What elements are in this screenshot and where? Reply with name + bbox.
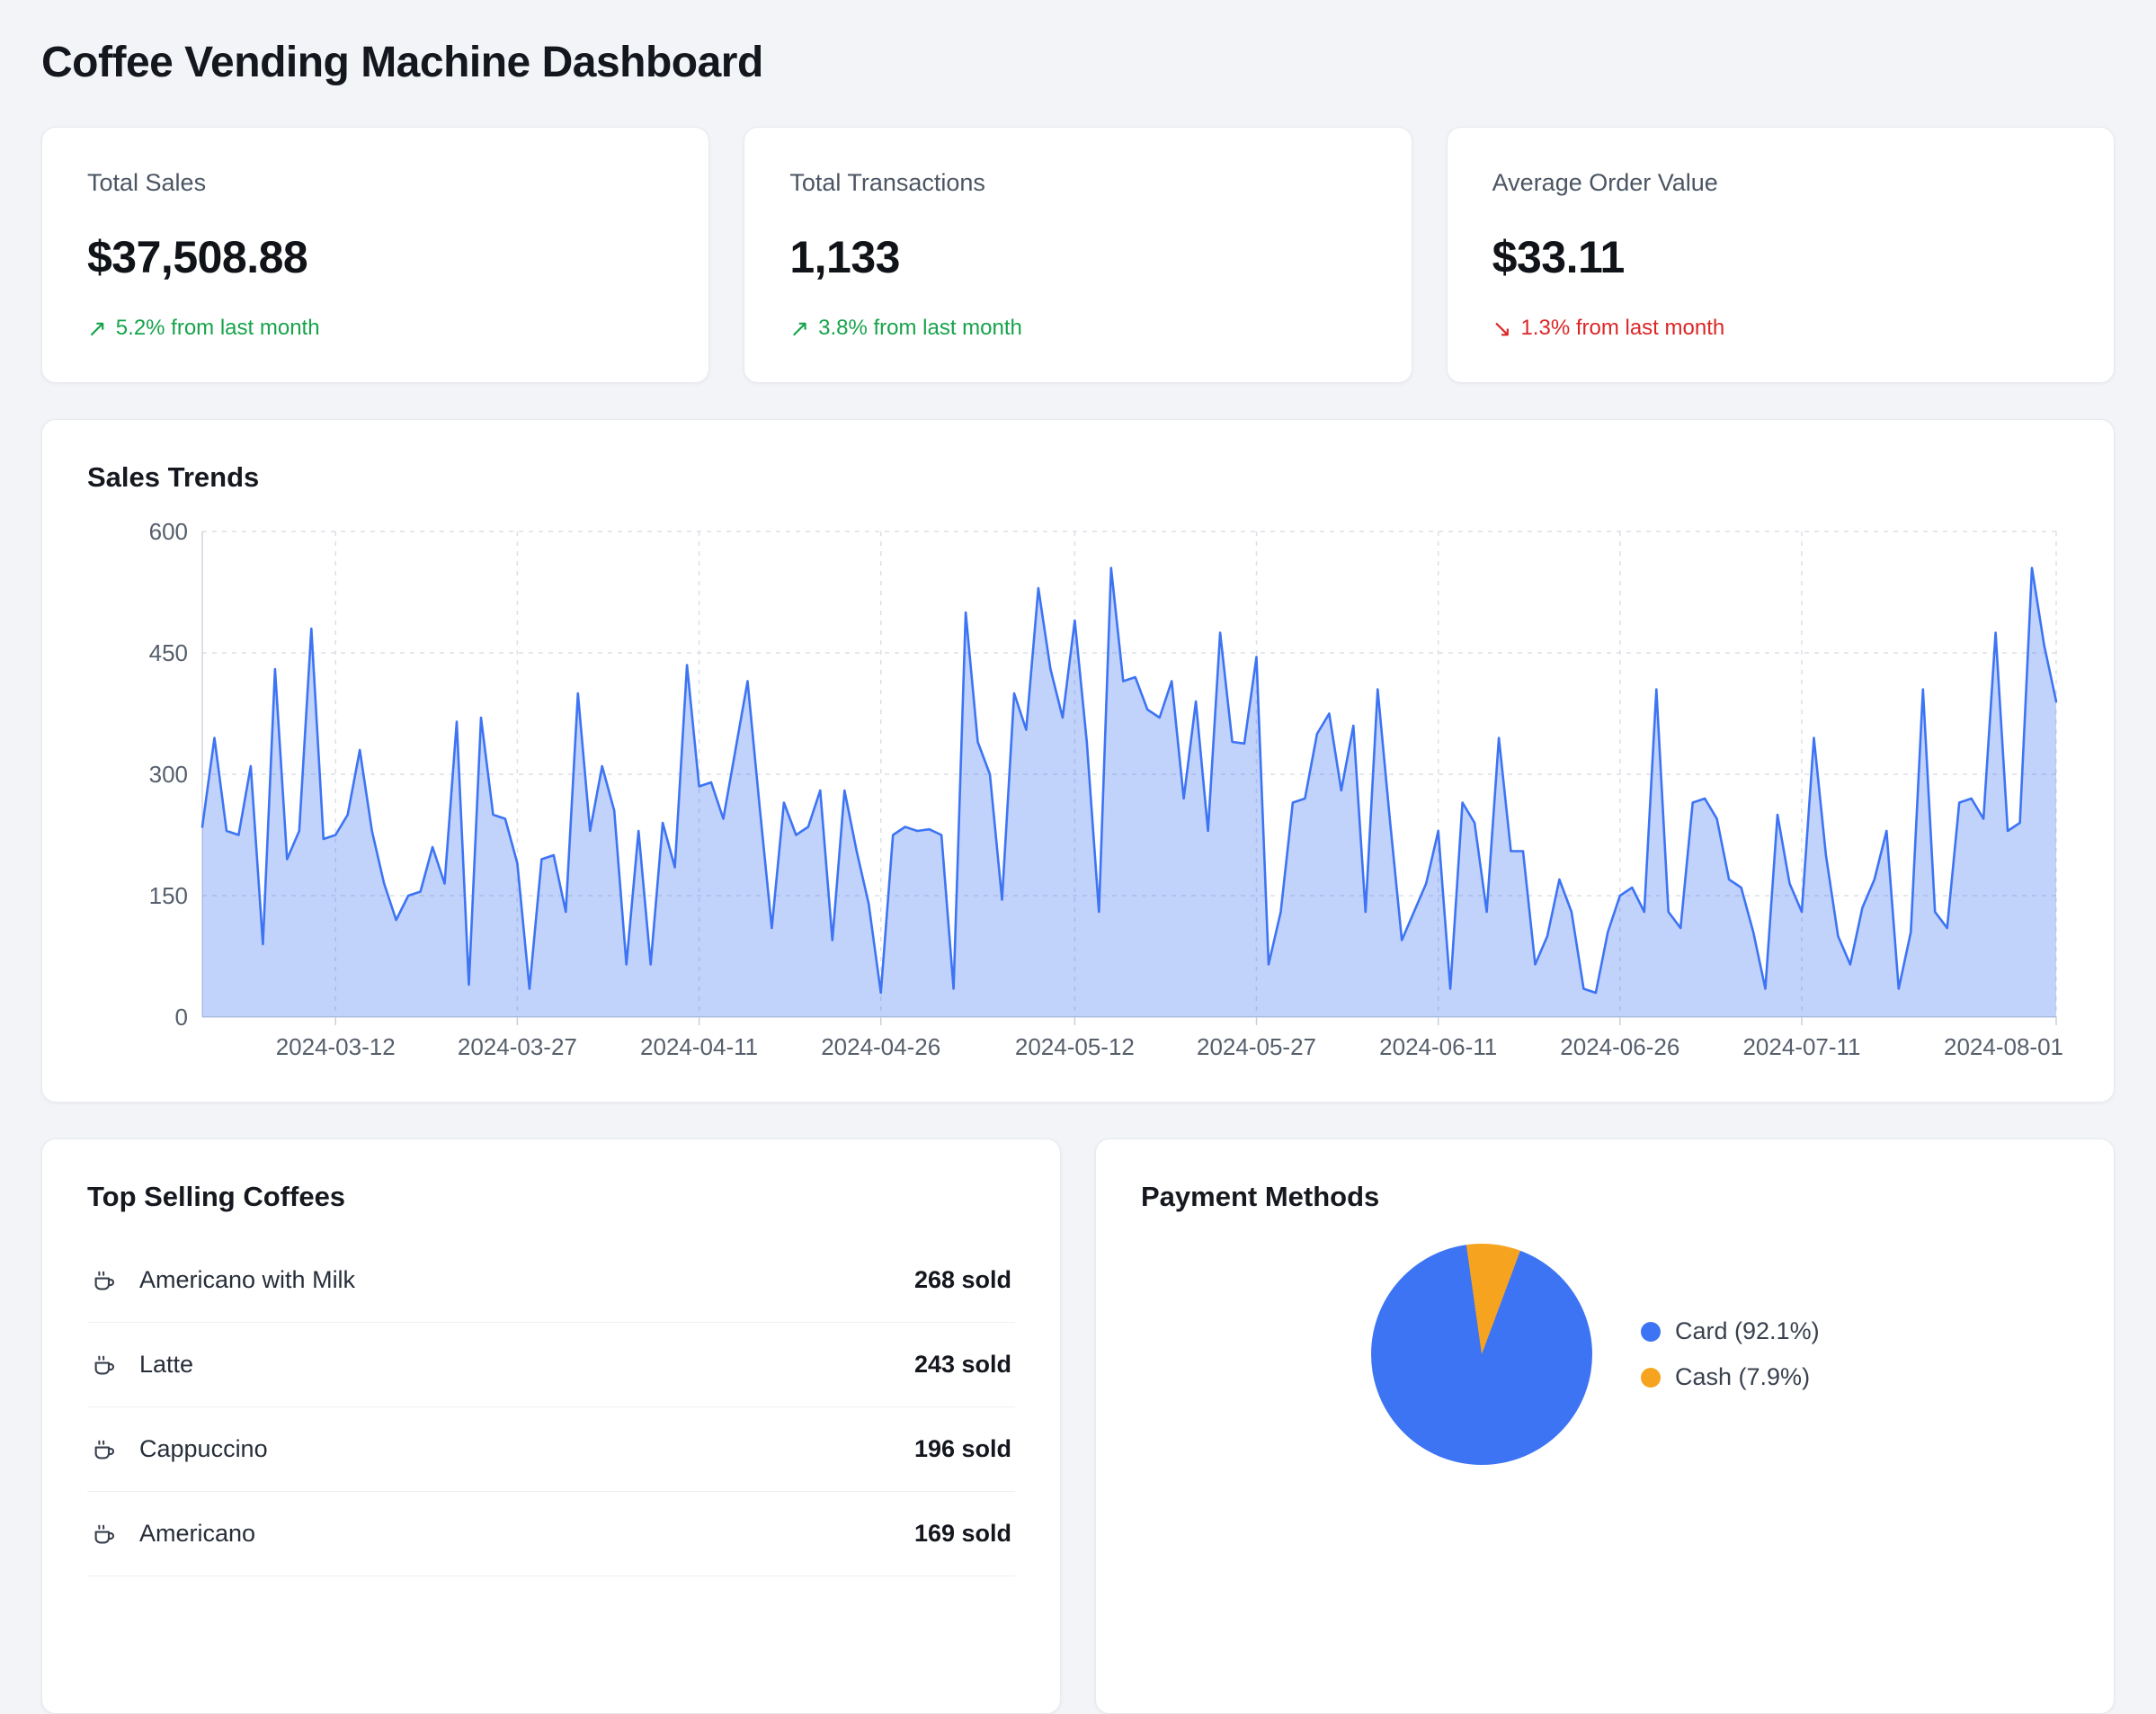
legend-label: Cash (7.9%) xyxy=(1675,1363,1811,1390)
top-selling-card: Top Selling Coffees Americano with Milk 2… xyxy=(41,1138,1061,1714)
sales-trends-title: Sales Trends xyxy=(87,461,260,493)
legend-dot-icon xyxy=(1641,1367,1661,1388)
legend-item-card: Card (92.1%) xyxy=(1641,1317,1820,1345)
stat-trend: ↗ 3.8% from last month xyxy=(789,316,1366,341)
svg-text:2024-06-26: 2024-06-26 xyxy=(1560,1033,1679,1060)
svg-text:2024-05-12: 2024-05-12 xyxy=(1015,1033,1135,1060)
stat-value: 1,133 xyxy=(789,232,900,282)
bottom-row: Top Selling Coffees Americano with Milk 2… xyxy=(41,1138,2115,1714)
svg-text:2024-06-11: 2024-06-11 xyxy=(1379,1033,1497,1060)
payment-methods-chart: Card (92.1%) Cash (7.9%) xyxy=(1141,1244,2069,1465)
coffee-name: Latte xyxy=(139,1351,194,1378)
stat-label: Average Order Value xyxy=(1492,169,1718,196)
svg-text:2024-04-26: 2024-04-26 xyxy=(821,1033,940,1060)
svg-text:2024-03-27: 2024-03-27 xyxy=(458,1033,577,1060)
coffee-name: Americano with Milk xyxy=(139,1266,356,1293)
coffee-sold-count: 169 sold xyxy=(913,1520,1011,1547)
trend-down-icon: ↘ xyxy=(1492,315,1512,342)
stat-trend: ↘ 1.3% from last month xyxy=(1492,316,2069,341)
coffee-sold-count: 243 sold xyxy=(913,1351,1011,1378)
coffee-sold-count: 196 sold xyxy=(913,1435,1011,1462)
stat-trend-text: 1.3% from last month xyxy=(1520,316,1725,340)
stat-card-total-transactions: Total Transactions 1,133 ↗ 3.8% from las… xyxy=(744,127,1412,383)
stat-trend-text: 5.2% from last month xyxy=(115,316,320,340)
stat-trend-text: 3.8% from last month xyxy=(818,316,1022,340)
coffee-cup-icon xyxy=(91,1352,118,1379)
payment-methods-title: Payment Methods xyxy=(1141,1181,1380,1212)
coffee-sold-count: 268 sold xyxy=(913,1266,1011,1293)
stat-trend: ↗ 5.2% from last month xyxy=(87,316,664,341)
top-selling-list: Americano with Milk 268 sold Latte 243 sold… xyxy=(87,1238,1015,1576)
svg-text:2024-07-11: 2024-07-11 xyxy=(1742,1033,1860,1060)
trend-up-icon: ↗ xyxy=(87,315,107,342)
page-title: Coffee Vending Machine Dashboard xyxy=(41,39,763,86)
coffee-name: Cappuccino xyxy=(139,1435,268,1462)
stat-card-total-sales: Total Sales $37,508.88 ↗ 5.2% from last … xyxy=(41,127,710,383)
svg-text:600: 600 xyxy=(149,519,188,545)
list-item: Latte 243 sold xyxy=(87,1323,1015,1407)
svg-text:2024-08-01: 2024-08-01 xyxy=(1944,1033,2063,1060)
list-item: Americano 169 sold xyxy=(87,1492,1015,1576)
svg-text:450: 450 xyxy=(149,639,188,666)
svg-text:0: 0 xyxy=(175,1004,188,1031)
svg-text:2024-04-11: 2024-04-11 xyxy=(640,1033,758,1060)
stat-value: $37,508.88 xyxy=(87,232,308,282)
stat-label: Total Sales xyxy=(87,169,207,196)
list-item: Cappuccino 196 sold xyxy=(87,1407,1015,1492)
svg-text:300: 300 xyxy=(149,761,188,788)
payment-methods-card: Payment Methods Card (92.1%) Cash (7.9%) xyxy=(1095,1138,2115,1714)
payment-pie-chart xyxy=(1371,1244,1592,1465)
stat-value: $33.11 xyxy=(1492,232,1626,282)
legend-item-cash: Cash (7.9%) xyxy=(1641,1363,1820,1391)
stat-label: Total Transactions xyxy=(789,169,985,196)
svg-text:150: 150 xyxy=(149,882,188,909)
payment-legend: Card (92.1%) Cash (7.9%) xyxy=(1641,1317,1820,1391)
svg-text:2024-05-27: 2024-05-27 xyxy=(1197,1033,1316,1060)
svg-text:2024-03-12: 2024-03-12 xyxy=(276,1033,396,1060)
coffee-cup-icon xyxy=(91,1521,118,1548)
list-item: Americano with Milk 268 sold xyxy=(87,1238,1015,1323)
stat-card-average-order-value: Average Order Value $33.11 ↘ 1.3% from l… xyxy=(1446,127,2115,383)
sales-trends-area-chart: 0 150 300 450 600 2024-03-12 2024-03-27 2024-04… xyxy=(87,518,2069,1069)
coffee-cup-icon xyxy=(91,1436,118,1463)
coffee-name: Americano xyxy=(139,1520,256,1547)
stats-row: Total Sales $37,508.88 ↗ 5.2% from last … xyxy=(41,127,2115,383)
top-selling-title: Top Selling Coffees xyxy=(87,1181,346,1212)
legend-dot-icon xyxy=(1641,1321,1661,1342)
trend-up-icon: ↗ xyxy=(789,315,810,342)
sales-trends-card: Sales Trends 0 150 300 450 600 2024-03-12 2024… xyxy=(41,419,2115,1102)
legend-label: Card (92.1%) xyxy=(1675,1317,1820,1344)
coffee-cup-icon xyxy=(91,1267,118,1294)
